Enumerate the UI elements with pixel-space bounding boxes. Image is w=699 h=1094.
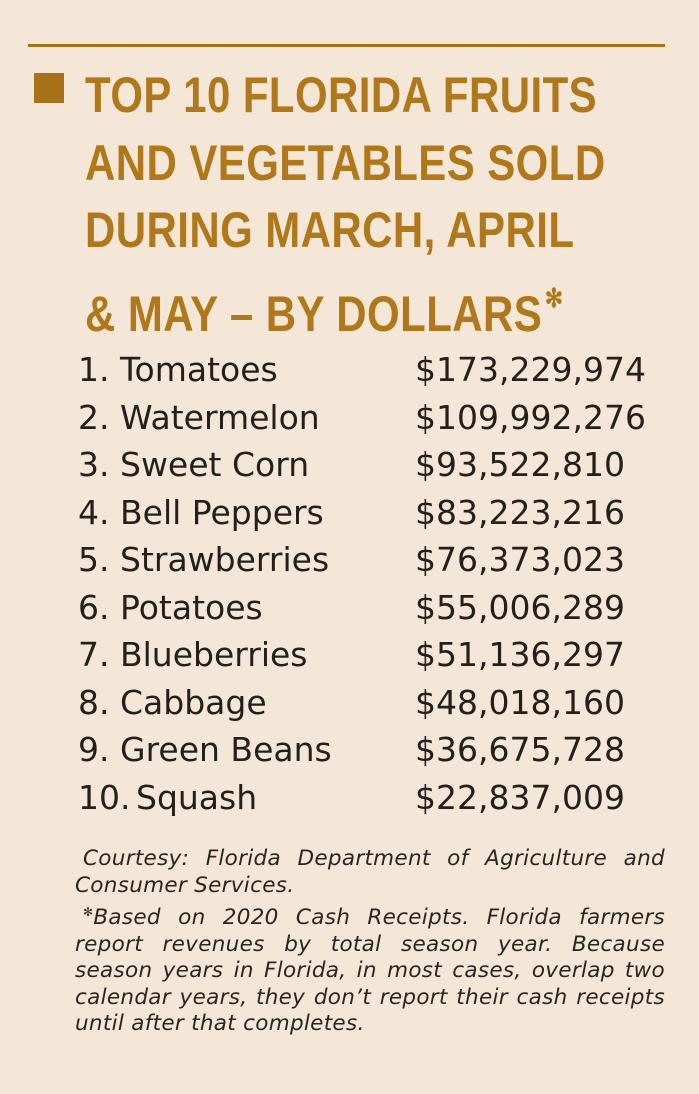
title-line-text: DURING MARCH, APRIL bbox=[85, 202, 575, 258]
list-row: 2. Watermelon $109,992,276 bbox=[78, 394, 678, 442]
item-name: Cabbage bbox=[120, 682, 267, 722]
item-name: Green Beans bbox=[120, 730, 332, 769]
item-value: $51,136,297 bbox=[415, 635, 625, 674]
note: ✻Based on 2020 Cash Receipts. Florida fa… bbox=[75, 899, 665, 1038]
rank: 6. bbox=[78, 587, 110, 627]
rank: 7. bbox=[78, 635, 110, 674]
list-row: 4. Bell Peppers $83,223,216 bbox=[78, 489, 678, 537]
list-row: 10. Squash $22,837,009 bbox=[78, 774, 678, 822]
list-row: 6. Potatoes $55,006,289 bbox=[78, 584, 678, 632]
list-row: 5. Strawberries $76,373,023 bbox=[78, 536, 678, 584]
rank: 1. bbox=[78, 350, 110, 389]
title-line: AND VEGETABLES SOLD bbox=[85, 130, 673, 198]
rank: 9. bbox=[78, 730, 110, 769]
item-value: $83,223,216 bbox=[415, 492, 625, 532]
item-value: $109,992,276 bbox=[415, 397, 646, 437]
item-name: Blueberries bbox=[120, 635, 308, 674]
footnote: Courtesy: Florida Department of Agricult… bbox=[75, 846, 665, 1038]
rank: 10. bbox=[78, 777, 131, 817]
item-name: Sweet Corn bbox=[120, 445, 310, 484]
title-line: & MAY – BY DOLLARS✻ bbox=[85, 265, 673, 349]
item-value: $48,018,160 bbox=[415, 682, 625, 722]
title: TOP 10 FLORIDA FRUITS AND VEGETABLES SOLD… bbox=[85, 62, 699, 348]
item-value: $173,229,974 bbox=[415, 350, 646, 389]
rank: 3. bbox=[78, 445, 110, 484]
title-line-text: TOP 10 FLORIDA FRUITS bbox=[85, 67, 598, 123]
item-value: $55,006,289 bbox=[415, 587, 625, 627]
title-marker: ✻ bbox=[544, 282, 564, 313]
item-name: Squash bbox=[136, 777, 258, 817]
list-row: 1. Tomatoes $173,229,974 bbox=[78, 346, 678, 394]
note-marker: ✻ bbox=[83, 905, 94, 919]
list-row: 9. Green Beans $36,675,728 bbox=[78, 726, 678, 774]
ranking-list: 1. Tomatoes $173,229,974 2. Watermelon $109,9… bbox=[78, 346, 678, 821]
title-bullet bbox=[34, 73, 64, 103]
item-value: $76,373,023 bbox=[415, 540, 625, 579]
rank: 2. bbox=[78, 397, 110, 437]
item-value: $93,522,810 bbox=[415, 445, 625, 484]
rank: 4. bbox=[78, 492, 110, 532]
top-rule bbox=[28, 44, 665, 47]
item-value: $36,675,728 bbox=[415, 730, 625, 769]
item-name: Strawberries bbox=[120, 540, 330, 579]
title-line: TOP 10 FLORIDA FRUITS bbox=[85, 62, 673, 130]
item-value: $22,837,009 bbox=[415, 777, 625, 817]
item-name: Tomatoes bbox=[120, 350, 278, 389]
courtesy: Courtesy: Florida Department of Agricult… bbox=[75, 846, 665, 898]
rank: 5. bbox=[78, 540, 110, 579]
note-text: Based on 2020 Cash Receipts. Florida far… bbox=[75, 905, 665, 1036]
title-line-text: & MAY – BY DOLLARS bbox=[85, 285, 543, 342]
list-row: 8. Cabbage $48,018,160 bbox=[78, 679, 678, 727]
list-row: 3. Sweet Corn $93,522,810 bbox=[78, 441, 678, 489]
list-row: 7. Blueberries $51,136,297 bbox=[78, 631, 678, 679]
title-line-text: AND VEGETABLES SOLD bbox=[85, 134, 606, 191]
rank: 8. bbox=[78, 682, 110, 722]
item-name: Potatoes bbox=[120, 587, 263, 627]
item-name: Bell Peppers bbox=[120, 492, 324, 532]
title-line: DURING MARCH, APRIL bbox=[85, 197, 673, 265]
item-name: Watermelon bbox=[120, 397, 320, 437]
